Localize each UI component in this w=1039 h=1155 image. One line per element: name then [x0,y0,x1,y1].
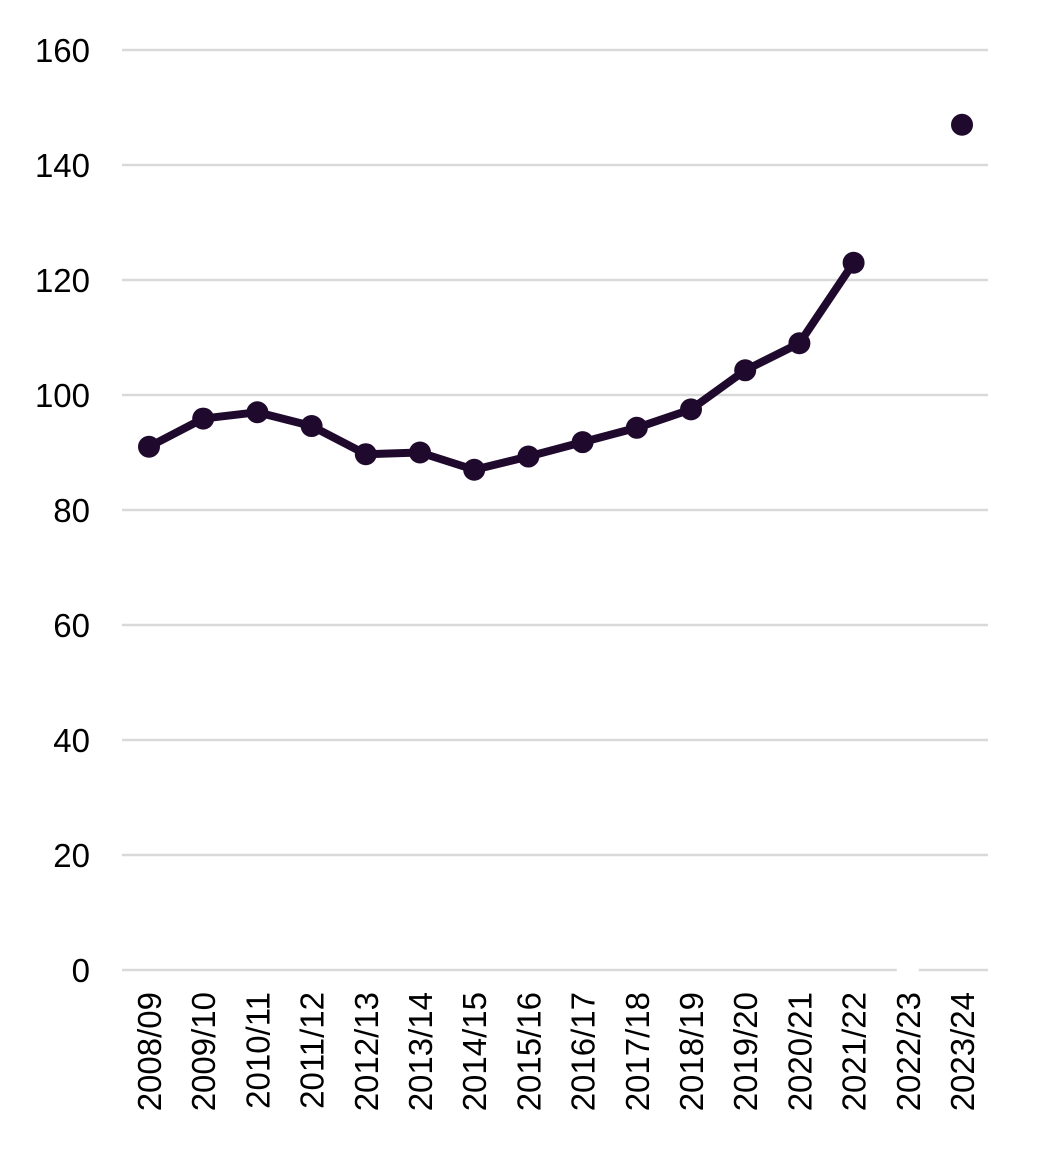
data-point [409,441,431,464]
data-point [463,458,486,481]
series-group [138,113,973,481]
data-point [951,113,973,136]
x-tick-label: 2013/14 [402,992,439,1111]
data-point [625,416,648,439]
x-tick-label: 2018/19 [673,992,710,1111]
y-tick-label: 100 [35,377,90,414]
y-tick-label: 160 [35,32,90,69]
y-axis-ticks: 0 20 40 60 80 100 120 140 160 [35,32,90,989]
x-tick-label: 2017/18 [619,992,656,1111]
data-point [192,407,215,430]
data-point [246,401,269,424]
x-tick-label: 2016/17 [565,992,602,1111]
data-point [734,359,757,382]
x-tick-label: 2010/11 [239,992,276,1109]
x-tick-label: 2020/21 [781,992,818,1111]
x-tick-label: 2021/22 [836,992,873,1111]
x-axis-ticks: 2008/09 2009/10 2010/11 2011/12 2012/13 2013/… [131,992,981,1111]
x-tick-label: 2019/20 [727,992,764,1111]
x-tick-label: 2014/15 [456,992,493,1111]
data-point [517,445,540,468]
x-tick-label: 2011/12 [294,992,331,1109]
y-tick-label: 80 [53,492,90,529]
data-point [571,431,594,454]
data-point [788,332,811,355]
x-tick-label: 2023/24 [944,992,981,1111]
x-tick-label: 2009/10 [185,992,222,1111]
y-tick-label: 20 [53,837,90,874]
data-point [354,443,377,466]
data-point [842,251,865,274]
x-tick-label: 2015/16 [510,992,547,1111]
y-tick-label: 120 [35,262,90,299]
x-tick-label: 2008/09 [131,992,168,1111]
data-point [680,398,702,421]
y-tick-label: 40 [53,722,90,759]
y-tick-label: 140 [35,147,90,184]
y-tick-label: 60 [53,607,90,644]
gridlines [122,48,988,972]
x-tick-label: 2022/23 [890,992,927,1111]
data-point [138,435,160,458]
data-point [300,415,323,438]
x-tick-label: 2012/13 [348,992,385,1111]
y-tick-label: 0 [72,952,90,989]
